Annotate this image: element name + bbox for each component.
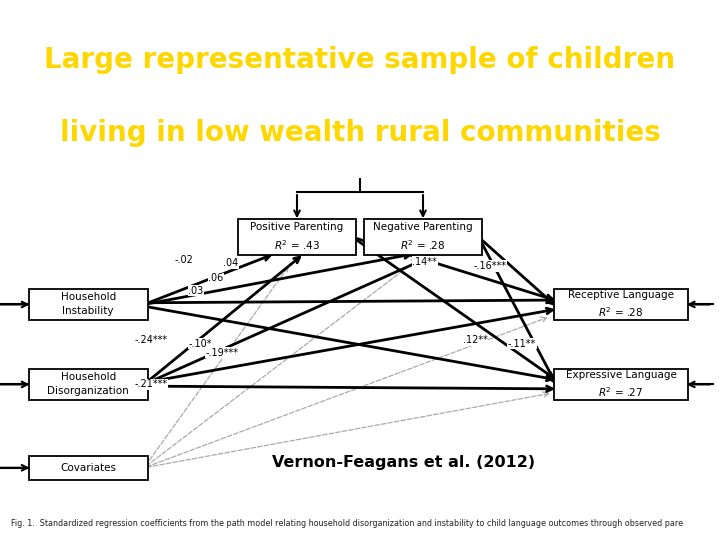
Text: -.10*: -.10* [189, 339, 212, 349]
FancyBboxPatch shape [554, 369, 688, 400]
Text: .14**: .14** [413, 257, 437, 267]
Text: Covariates: Covariates [60, 463, 116, 473]
Text: .04: .04 [222, 258, 238, 268]
Text: -.24***: -.24*** [135, 335, 168, 345]
Text: Positive Parenting
$R^2$ = .43: Positive Parenting $R^2$ = .43 [251, 222, 343, 252]
Text: Negative Parenting
$R^2$ = .28: Negative Parenting $R^2$ = .28 [373, 222, 473, 252]
Text: Household
Instability: Household Instability [60, 293, 116, 316]
Text: -.11**: -.11** [508, 339, 536, 349]
FancyBboxPatch shape [29, 289, 148, 320]
Text: -.02: -.02 [174, 255, 193, 265]
Text: Fig. 1.  Standardized regression coefficients from the path model relating house: Fig. 1. Standardized regression coeffici… [11, 519, 683, 528]
Text: Household
Disorganization: Household Disorganization [48, 373, 129, 396]
Text: .03: .03 [188, 286, 204, 295]
Text: .06: .06 [208, 273, 224, 284]
FancyBboxPatch shape [364, 219, 482, 255]
Text: living in low wealth rural communities: living in low wealth rural communities [60, 119, 660, 147]
Text: .12**: .12** [463, 335, 487, 345]
Text: -.19***: -.19*** [205, 348, 238, 358]
Text: Expressive Language
$R^2$ = .27: Expressive Language $R^2$ = .27 [566, 369, 676, 399]
Text: -.16***: -.16*** [473, 261, 506, 271]
FancyBboxPatch shape [29, 369, 148, 400]
Text: Receptive Language
$R^2$ = .28: Receptive Language $R^2$ = .28 [568, 289, 674, 319]
FancyBboxPatch shape [29, 456, 148, 480]
FancyBboxPatch shape [554, 289, 688, 320]
Text: -.21***: -.21*** [135, 380, 168, 389]
Text: Vernon-Feagans et al. (2012): Vernon-Feagans et al. (2012) [271, 455, 535, 470]
Text: Large representative sample of children: Large representative sample of children [45, 45, 675, 73]
FancyBboxPatch shape [238, 219, 356, 255]
